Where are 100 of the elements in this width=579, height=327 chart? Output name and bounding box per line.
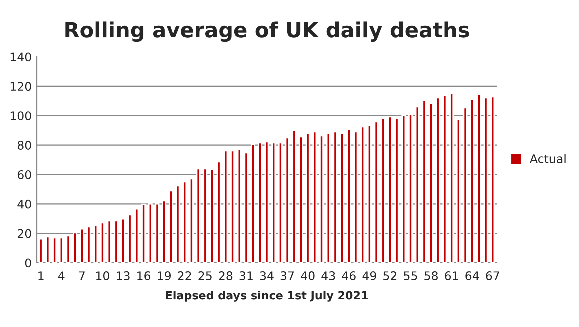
x-tick-label: 61 [445,272,458,280]
x-tick-label: 58 [424,272,438,280]
bar [264,141,270,263]
y-tick-label: 100 [10,112,32,121]
x-tick-label: 34 [260,272,274,280]
bar [381,118,386,263]
bar [176,185,180,263]
y-tick-label: 80 [18,141,32,150]
x-tick-label: 37 [280,272,294,280]
bar [114,220,119,263]
x-tick-label: 1 [38,272,44,280]
bar [224,150,228,263]
x-tick-label: 10 [96,272,110,280]
bar [456,119,461,263]
bar [476,94,482,263]
bar [244,152,249,263]
x-tick-label: 55 [404,272,418,280]
bar [340,133,345,263]
bar [374,121,379,263]
bar [80,228,84,263]
bar [346,129,352,263]
x-tick-label: 52 [384,272,397,280]
bar [46,236,50,263]
bar [436,97,440,263]
bar [59,237,64,263]
x-tick-label: 13 [117,272,130,280]
bar [100,222,105,263]
bar [94,224,98,263]
x-tick-label: 31 [240,272,253,280]
bar [463,107,468,263]
x-tick-label: 25 [198,272,212,280]
bar [134,208,140,263]
bar [155,203,160,263]
y-tick-label: 0 [25,258,32,268]
bar [360,126,366,263]
bar [52,237,58,263]
bar [86,226,92,263]
bar [306,133,310,263]
bar [442,95,448,263]
bar [278,142,283,263]
bar [258,142,262,263]
bar [490,96,496,263]
x-tick-label: 22 [178,272,192,280]
bar [415,106,420,263]
bar [189,178,194,263]
bar [121,218,126,263]
y-tick-label: 20 [18,229,32,238]
y-tick-label: 40 [18,200,32,209]
y-tick-label: 60 [18,170,32,180]
bar [422,100,427,263]
bar [408,114,413,263]
bar [292,130,297,263]
x-tick-label: 4 [58,272,65,280]
x-tick-label: 40 [301,272,315,280]
bar [38,238,44,263]
x-tick-label: 49 [362,272,376,280]
y-tick-label: 140 [10,52,32,62]
x-tick-label: 46 [342,272,356,280]
bar [312,131,318,263]
bar [216,161,222,263]
bar [203,168,208,263]
x-tick-label: 19 [158,272,171,280]
y-tick-label: 120 [10,82,32,92]
x-tick-label: 28 [219,272,233,280]
bar [162,200,167,263]
bar [402,115,406,263]
bar [251,144,256,263]
bar [210,169,214,263]
bar [66,235,71,263]
bar [388,116,392,263]
bar [326,133,331,263]
bar [429,103,434,263]
legend-label: Actual [530,154,566,164]
bar [182,181,188,263]
bar [333,131,338,263]
x-tick-label: 64 [466,272,480,280]
x-tick-label: 16 [138,272,151,280]
bar [73,232,78,263]
bar [230,150,236,263]
bar [470,99,475,263]
bar [272,142,276,263]
x-axis-title: Elapsed days since 1st July 2021 [166,291,368,302]
bar [168,190,174,263]
bar [107,220,112,263]
bar [237,149,242,263]
x-tick-label: 43 [322,272,336,280]
bar [320,135,324,263]
bar [285,137,290,263]
bar [394,118,400,263]
bar [450,93,454,263]
bar [148,203,153,263]
bar [367,125,372,263]
bar [354,131,358,263]
chart-title: Rolling average of UK daily deaths [66,22,470,42]
bar [298,136,304,263]
x-tick-label: 7 [79,272,85,280]
bar [484,97,488,263]
bar [196,168,201,263]
bar [142,204,146,263]
bar [128,214,132,263]
